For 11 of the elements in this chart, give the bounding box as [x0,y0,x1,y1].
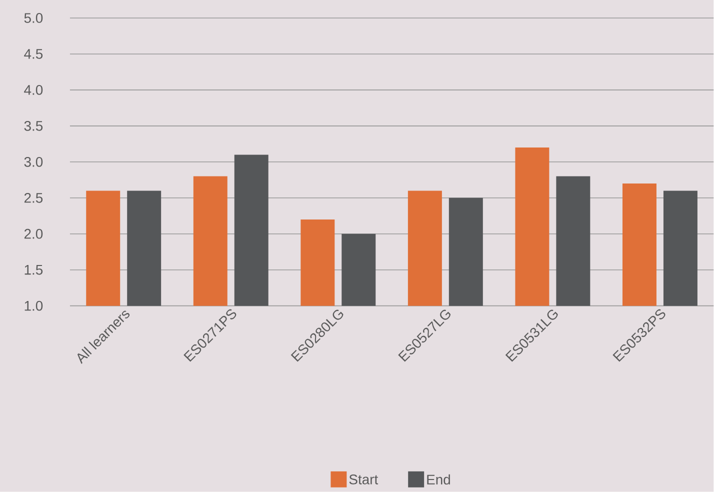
y-tick-label: 4.0 [24,85,43,96]
y-tick-label: 1.0 [24,301,43,311]
y-tick-label: 3.0 [24,157,43,167]
y-tick-label: 3.5 [24,121,43,132]
y-tick-label: 2.5 [24,193,43,203]
y-tick-label: 1.5 [24,265,43,275]
legend-label: End [427,474,450,485]
y-tick-label: 5.0 [24,13,43,24]
y-tick-label: 4.5 [24,49,43,59]
y-tick-label: 2.0 [24,229,43,239]
legend-label: Start [349,474,378,485]
